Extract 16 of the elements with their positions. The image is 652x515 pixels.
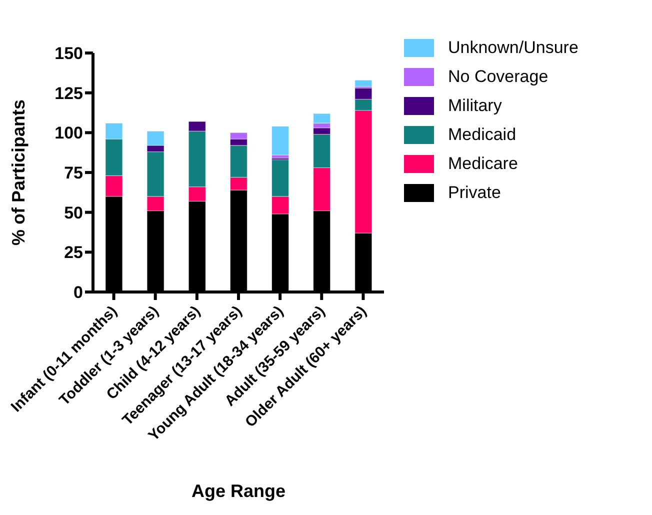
- legend-label: Military: [448, 96, 502, 116]
- bar: [272, 126, 289, 156]
- y-tick-label: 75: [64, 164, 83, 183]
- x-axis-title: Age Range: [191, 481, 286, 501]
- legend-label: Medicare: [448, 154, 518, 174]
- legend-label: Unknown/Unsure: [448, 38, 578, 58]
- y-axis-title: % of Participants: [8, 99, 28, 246]
- y-tick-label: 125: [54, 84, 83, 103]
- legend-label: Medicaid: [448, 124, 516, 144]
- legend-label: Private: [448, 182, 501, 202]
- y-tick-label: 0: [74, 283, 83, 302]
- y-tick-label: 150: [54, 44, 83, 64]
- y-tick-label: 100: [54, 124, 83, 143]
- legend-label: No Coverage: [448, 66, 548, 86]
- y-tick-label: 25: [64, 243, 83, 262]
- y-tick-label: 50: [64, 203, 83, 222]
